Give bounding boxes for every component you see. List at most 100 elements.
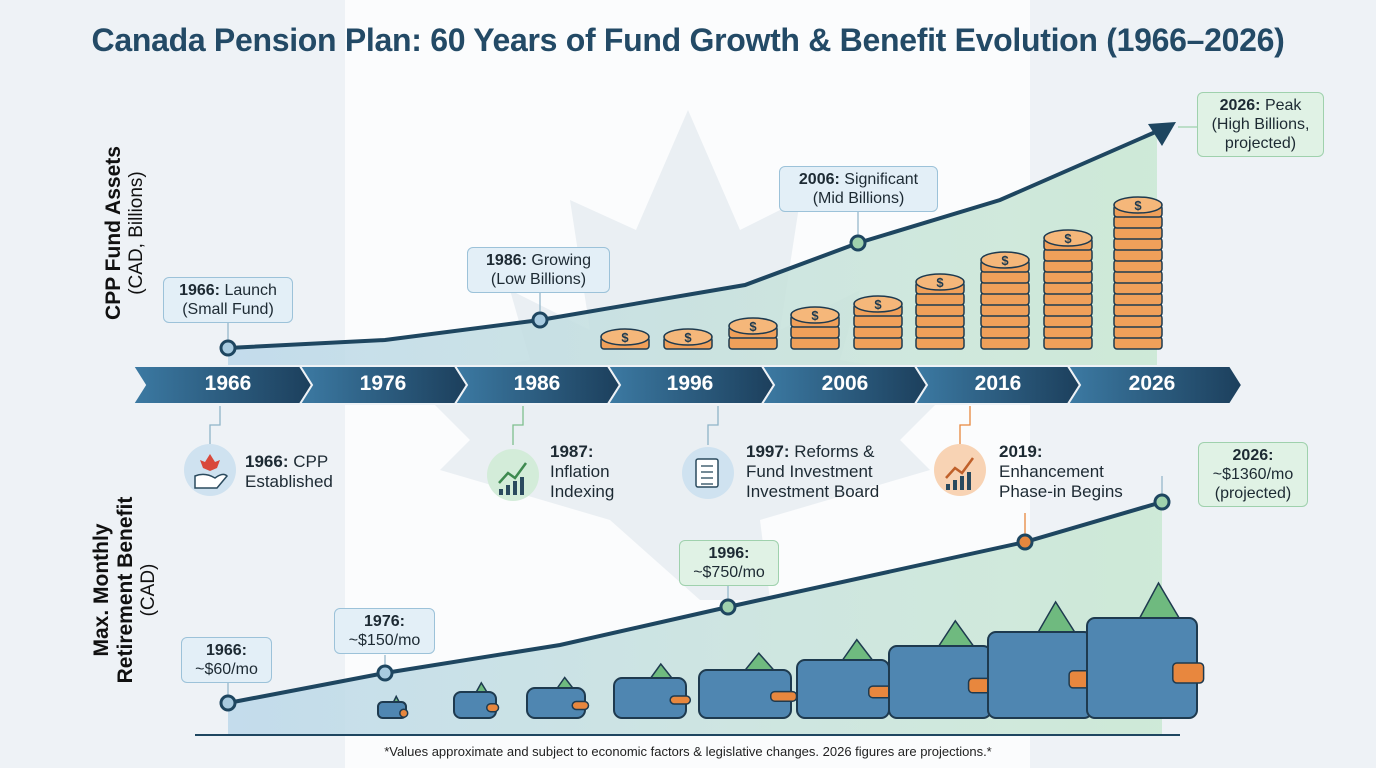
coin: [1043, 314, 1093, 328]
timeline-year-1996: 1996: [666, 372, 714, 395]
timeline-year-1986: 1986: [513, 372, 561, 395]
milestone-leader: [209, 406, 221, 445]
dollar-icon: $: [874, 297, 882, 312]
coin: [1043, 270, 1093, 284]
coin: [1113, 303, 1163, 317]
coin: [853, 314, 903, 328]
bar: [499, 489, 503, 495]
dollar-icon: $: [1001, 253, 1009, 268]
bottom-y-axis-title: Max. Monthly Retirement Benefit (CAD): [90, 475, 160, 705]
coin-stack: $: [980, 251, 1030, 350]
bar: [960, 476, 964, 490]
coin: [1043, 303, 1093, 317]
coin: [1113, 281, 1163, 295]
milestone-1997: 1997: Reforms & Fund Investment Investment…: [746, 442, 880, 501]
coin-stack: $: [663, 328, 713, 350]
fund-callout-1986: 1986: Growing (Low Billions): [467, 247, 610, 293]
coin-top: [600, 328, 650, 346]
top-ylabel-sub: (CAD, Billions): [126, 171, 147, 295]
coin-stack: $: [790, 306, 840, 350]
trend-arrow: [498, 462, 528, 484]
benefit-marker: [719, 598, 737, 616]
benefit-marker: [1016, 533, 1034, 551]
fund-marker: [219, 339, 237, 357]
coin: [1043, 248, 1093, 262]
coin: [1113, 292, 1163, 306]
dollar-icon: $: [749, 319, 757, 334]
coin: [1043, 259, 1093, 273]
benefit-callout-2026: 2026: ~$1360/mo (projected): [1198, 442, 1308, 507]
wallet-clasp: [399, 708, 409, 718]
dollar-icon: $: [621, 330, 629, 345]
trend-arrow: [945, 457, 975, 479]
dollar-icon: $: [936, 275, 944, 290]
coin: [980, 336, 1030, 350]
coin: [790, 325, 840, 339]
milestone-1987: 1987: Inflation Indexing: [550, 442, 615, 501]
bottom-ylabel: Max. Monthly: [90, 523, 113, 657]
timeline-year-1966: 1966: [204, 372, 252, 395]
coin-top: [915, 273, 965, 291]
benefit-callout-1976: 1976: ~$150/mo: [334, 608, 435, 654]
wallet-clasp: [486, 702, 500, 713]
coin: [1113, 336, 1163, 350]
bar: [506, 485, 510, 495]
benefit-line: [227, 500, 1163, 705]
wallet-clasp: [1172, 662, 1205, 684]
coin: [1113, 259, 1163, 273]
coin: [980, 314, 1030, 328]
timeline-segment: [1066, 365, 1244, 405]
coin: [1043, 325, 1093, 339]
wallet-clasp: [770, 690, 798, 702]
coin-stack: $: [1043, 229, 1093, 350]
coin: [1043, 281, 1093, 295]
coin: [1043, 292, 1093, 306]
coin-top: [1043, 229, 1093, 247]
coin-stack: $: [915, 273, 965, 350]
coin: [915, 325, 965, 339]
coin: [915, 292, 965, 306]
wallet-clasp: [571, 700, 590, 711]
benefit-callout-1996: 1996: ~$750/mo: [679, 540, 779, 586]
coin: [980, 303, 1030, 317]
bar: [953, 480, 957, 490]
bar: [946, 484, 950, 490]
coin-top: [1113, 196, 1163, 214]
wallet-icon: [1086, 581, 1205, 719]
coin-top: [853, 295, 903, 313]
coin-stack: $: [600, 328, 650, 350]
coin-top: [790, 306, 840, 324]
coin: [1113, 248, 1163, 262]
fund-marker: [531, 311, 549, 329]
top-y-axis-title: CPP Fund Assets (CAD, Billions): [102, 123, 148, 343]
growth-chart-icon: [934, 444, 986, 496]
bottom-ylabel-sub: (CAD): [138, 563, 159, 617]
bar: [513, 481, 517, 495]
benefit-marker: [376, 664, 394, 682]
coin: [915, 314, 965, 328]
milestone-leader: [959, 406, 971, 445]
coin: [1113, 270, 1163, 284]
timeline-year-1976: 1976: [359, 372, 407, 395]
top-ylabel: CPP Fund Assets: [102, 146, 125, 320]
coin: [1113, 325, 1163, 339]
growth-chart-icon: [487, 449, 539, 501]
coin: [728, 336, 778, 350]
timeline-year-2016: 2016: [974, 372, 1022, 395]
dollar-icon: $: [1064, 231, 1072, 246]
coin-top: [980, 251, 1030, 269]
milestone-leader: [512, 406, 524, 445]
coin-top: [728, 317, 778, 335]
coin: [1113, 237, 1163, 251]
fund-callout-2006: 2006: Significant (Mid Billions): [779, 166, 938, 212]
footnote: *Values approximate and subject to econo…: [384, 744, 992, 759]
bar: [520, 477, 524, 495]
hand-icon: [194, 473, 229, 489]
coin: [1113, 314, 1163, 328]
fund-arrowhead: [1148, 122, 1176, 146]
milestone-1966: 1966: CPP Established: [245, 452, 333, 491]
dollar-icon: $: [811, 308, 819, 323]
maple-leaf-icon: [200, 454, 220, 471]
dollar-icon: $: [684, 330, 692, 345]
